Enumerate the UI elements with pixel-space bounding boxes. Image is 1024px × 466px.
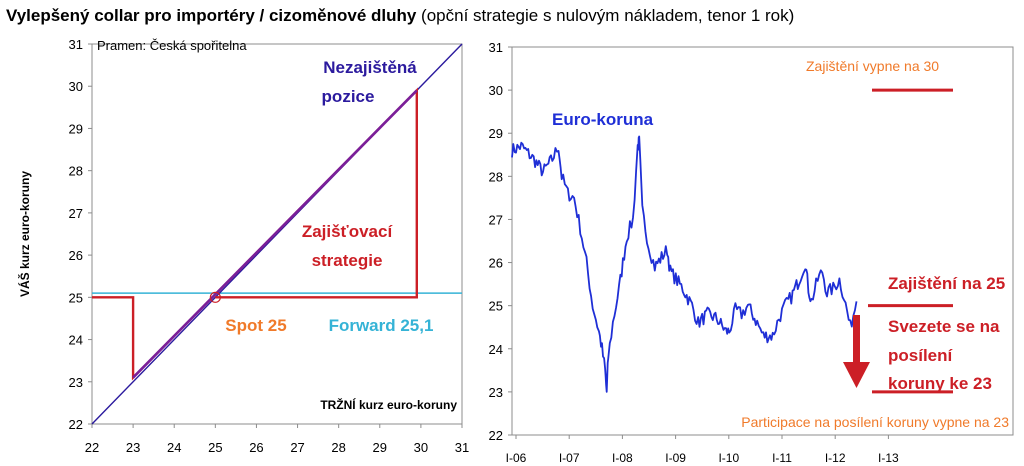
unhedged-label-line1: Nezajištěná (323, 58, 417, 77)
down-arrow-icon (843, 315, 870, 388)
note-line1: Svezete se na (888, 317, 1000, 336)
left-x-tick-label: 30 (414, 440, 428, 455)
left-y-tick-label: 22 (69, 417, 83, 432)
left-x-ticks: 22 23 24 25 26 27 28 29 30 31 (85, 424, 469, 455)
chart-title-bold: Vylepšený collar pro importéry / cizoměn… (6, 6, 417, 25)
left-x-tick-label: 31 (455, 440, 469, 455)
right-x-tick-label: I-08 (612, 451, 633, 465)
left-y-tick-label: 31 (69, 37, 83, 52)
left-x-tick-label: 24 (167, 440, 181, 455)
right-x-tick-label: I-11 (772, 451, 792, 465)
left-y-tick-label: 25 (69, 290, 83, 305)
right-x-tick-label: I-07 (559, 451, 580, 465)
forward-label: Forward 25,1 (329, 316, 434, 335)
right-y-tick-label: 27 (489, 212, 503, 227)
strategy-label-line1: Zajišťovací (302, 222, 394, 241)
right-chart: 22 23 24 25 26 27 28 29 30 31 I-06 I-07 I-08 I-09 I-1… (489, 40, 1014, 465)
right-y-ticks: 22 23 24 25 26 27 28 29 30 31 (489, 40, 512, 443)
level-23-label: Participace na posílení koruny vypne na … (741, 414, 1009, 430)
left-y-tick-label: 23 (69, 375, 83, 390)
left-chart: 22 23 24 25 26 27 28 29 30 31 22 23 24 25 26 27 28 29 30 3… (17, 37, 469, 455)
spot-label: Spot 25 (225, 316, 286, 335)
left-y-ticks: 22 23 24 25 26 27 28 29 30 31 (69, 37, 92, 432)
left-y-tick-label: 28 (69, 164, 83, 179)
spot-marker (209, 291, 221, 303)
right-y-tick-label: 29 (489, 126, 503, 141)
right-y-tick-label: 24 (489, 342, 503, 357)
right-plot-area (511, 46, 1014, 436)
strategy-label-line2: strategie (312, 251, 383, 270)
left-plot-area (91, 43, 463, 425)
right-x-tick-label: I-10 (718, 451, 739, 465)
left-x-tick-label: 25 (208, 440, 222, 455)
left-y-tick-label: 24 (69, 333, 83, 348)
left-x-tick-label: 26 (249, 440, 263, 455)
series-label: Euro-koruna (552, 110, 654, 129)
left-y-axis-label: VÁŠ kurz euro-koruny (17, 171, 32, 297)
unhedged-label-line2: pozice (322, 87, 375, 106)
right-y-tick-label: 22 (489, 428, 503, 443)
level-25-label: Zajištění na 25 (888, 274, 1005, 293)
left-x-tick-label: 23 (126, 440, 140, 455)
right-x-tick-label: I-12 (825, 451, 846, 465)
right-x-tick-label: I-06 (506, 451, 527, 465)
left-x-tick-label: 22 (85, 440, 99, 455)
chart-title-rest: (opční strategie s nulovým nákladem, ten… (416, 6, 795, 25)
left-y-tick-label: 26 (69, 248, 83, 263)
chart-title: Vylepšený collar pro importéry / cizoměn… (6, 6, 794, 26)
left-x-tick-label: 29 (373, 440, 387, 455)
right-y-tick-label: 26 (489, 256, 503, 271)
note-line3: koruny ke 23 (888, 374, 992, 393)
right-y-tick-label: 25 (489, 299, 503, 314)
right-y-tick-label: 30 (489, 83, 503, 98)
right-x-tick-label: I-09 (665, 451, 686, 465)
right-y-tick-label: 31 (489, 40, 503, 55)
euro-koruna-series-line (511, 135, 858, 393)
right-x-ticks: I-06 I-07 I-08 I-09 I-10 I-11 I-12 I-13 (506, 435, 899, 465)
source-label: Pramen: Česká spořitelna (97, 38, 247, 53)
left-y-tick-label: 27 (69, 206, 83, 221)
left-x-tick-label: 28 (331, 440, 345, 455)
left-y-tick-label: 30 (69, 79, 83, 94)
right-y-tick-label: 28 (489, 169, 503, 184)
left-x-axis-label: TRŽNÍ kurz euro-koruny (320, 397, 457, 412)
note-line2: posílení (888, 346, 954, 365)
left-y-tick-label: 29 (69, 121, 83, 136)
right-y-tick-label: 23 (489, 385, 503, 400)
right-x-tick-label: I-13 (878, 451, 899, 465)
overlap-segment (132, 89, 418, 379)
level-30-label: Zajištění vypne na 30 (806, 58, 939, 74)
left-x-tick-label: 27 (290, 440, 304, 455)
